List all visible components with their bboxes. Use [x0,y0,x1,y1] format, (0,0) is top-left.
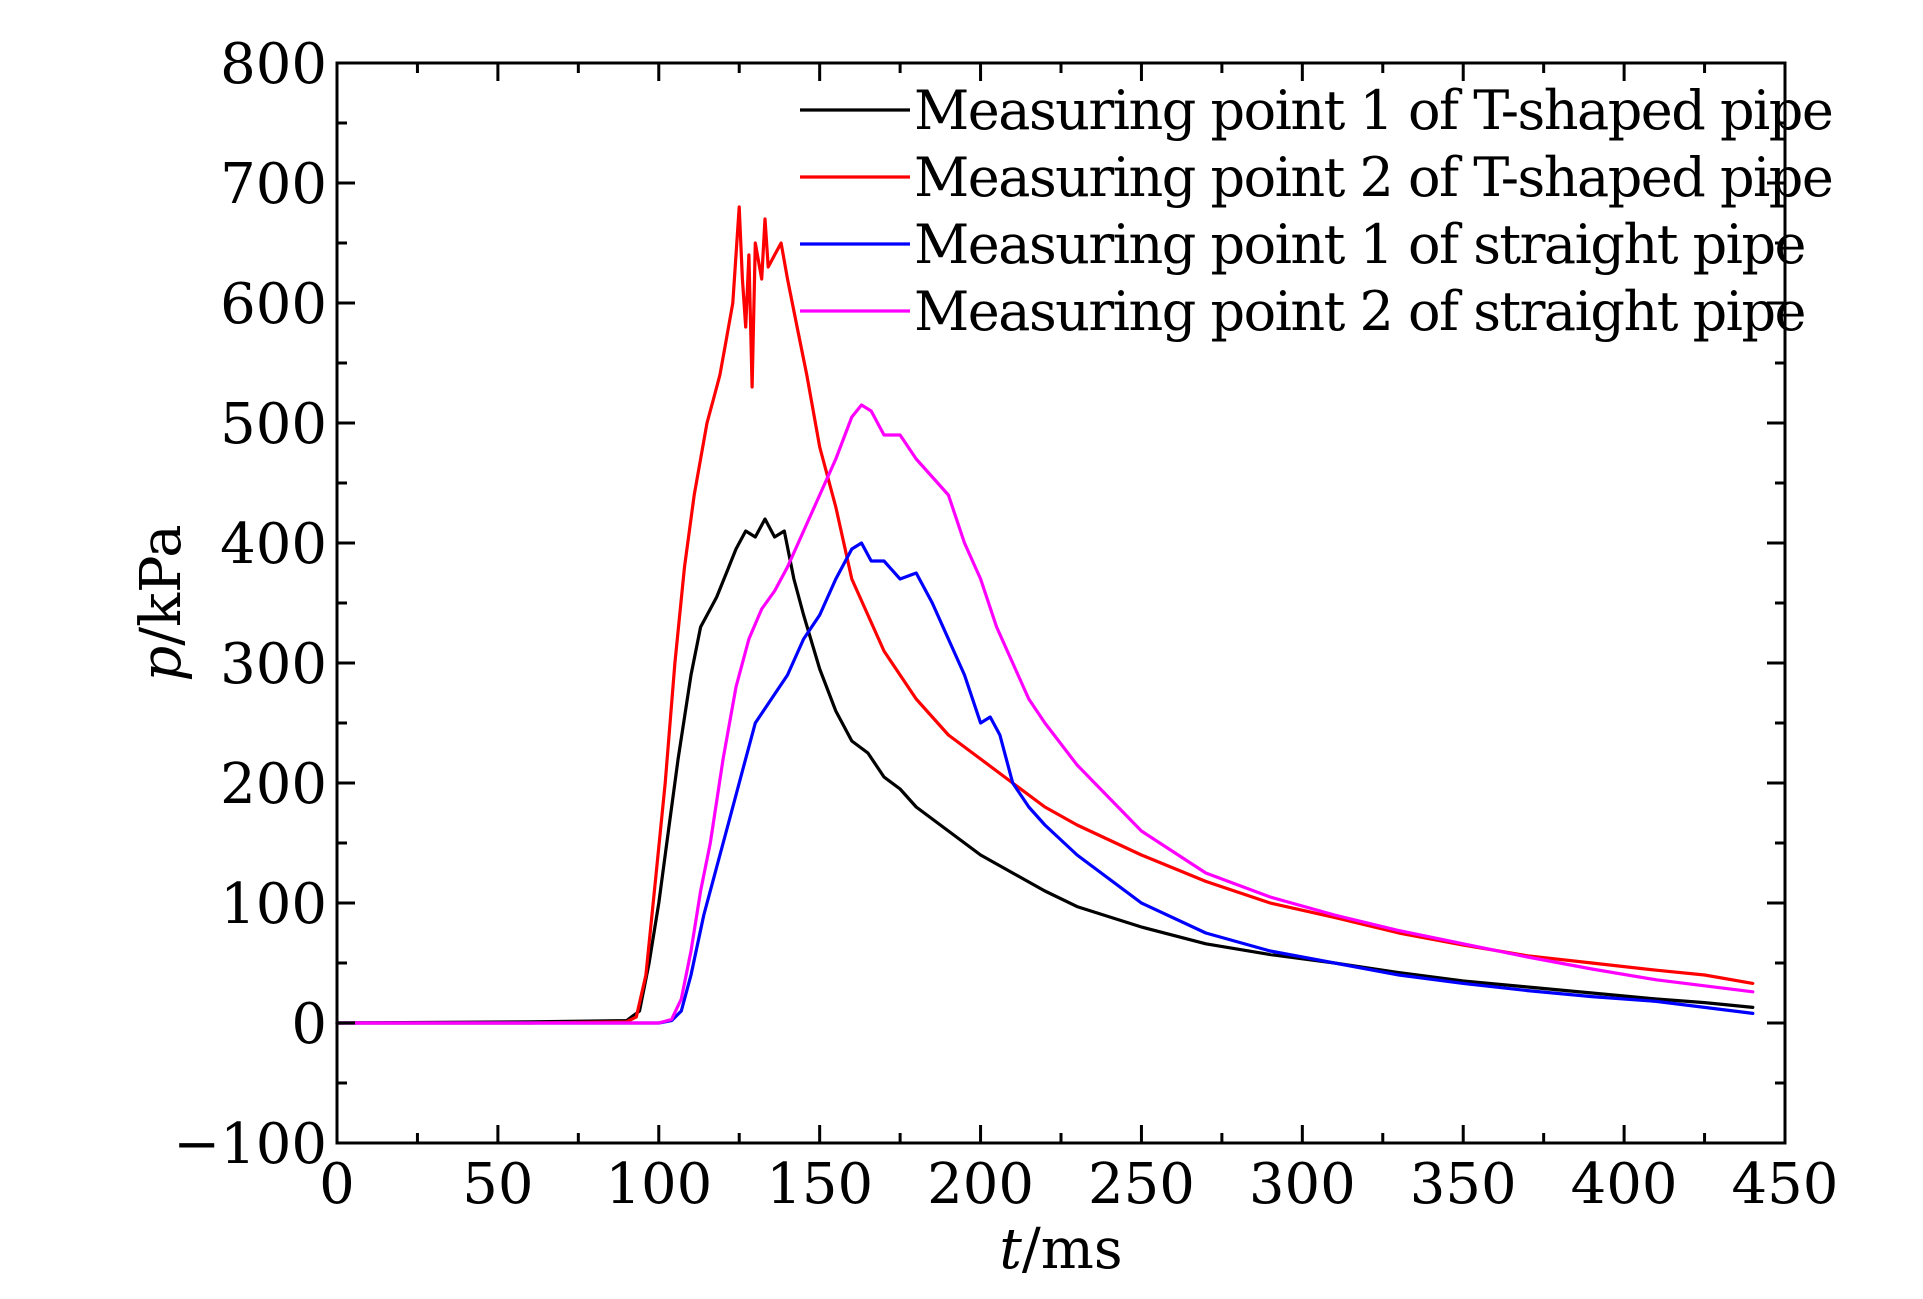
y-tick-label: 200 [220,752,327,817]
x-tick-label: 150 [766,1152,873,1217]
plot-area [335,205,1755,1025]
legend-label-4: Measuring point 2 of straight pipe [914,280,1805,343]
axis-ticks [335,61,1787,1145]
legend-label-1: Measuring point 1 of T-shaped pipe [914,79,1832,142]
y-tick-label: 400 [220,512,327,577]
x-axis-variable: t [999,1217,1022,1282]
series-line-2 [335,205,1755,1025]
x-tick-label: 0 [319,1152,355,1217]
series-line-3 [335,541,1755,1025]
y-axis-unit: /kPa [129,524,194,645]
legend-label-2: Measuring point 2 of T-shaped pipe [914,146,1832,209]
y-tick-label: 100 [220,872,327,937]
y-tick-label: 600 [220,272,327,337]
x-tick-label: 300 [1249,1152,1356,1217]
x-tick-label: 450 [1732,1152,1839,1217]
y-tick-label: 0 [291,992,327,1057]
y-tick-label: 500 [220,392,327,457]
legend: Measuring point 1 of T-shaped pipeMeasur… [800,79,1834,343]
series-line-4 [335,403,1755,1025]
x-tick-label: 250 [1088,1152,1195,1217]
x-tick-label: 50 [462,1152,533,1217]
x-tick-label: 200 [927,1152,1034,1217]
legend-label-3: Measuring point 1 of straight pipe [914,213,1805,276]
y-axis-title: p/kPa [129,524,194,681]
y-tick-label: 700 [220,152,327,217]
x-tick-label: 350 [1410,1152,1517,1217]
y-axis-variable: p [129,646,194,682]
x-tick-label: 100 [605,1152,712,1217]
y-tick-label: 800 [220,32,327,97]
y-tick-labels: −100 0 100 200 300 400 500 600 700 800 [173,32,327,1177]
y-tick-label: −100 [173,1112,327,1177]
x-tick-label: 400 [1571,1152,1678,1217]
y-tick-label: 300 [220,632,327,697]
x-tick-labels: 0 50 100 150 200 250 300 350 400 450 [319,1152,1838,1217]
series-line-1 [335,517,1755,1025]
x-axis-title: t/ms [999,1217,1122,1282]
x-axis-unit: /ms [1022,1217,1123,1282]
